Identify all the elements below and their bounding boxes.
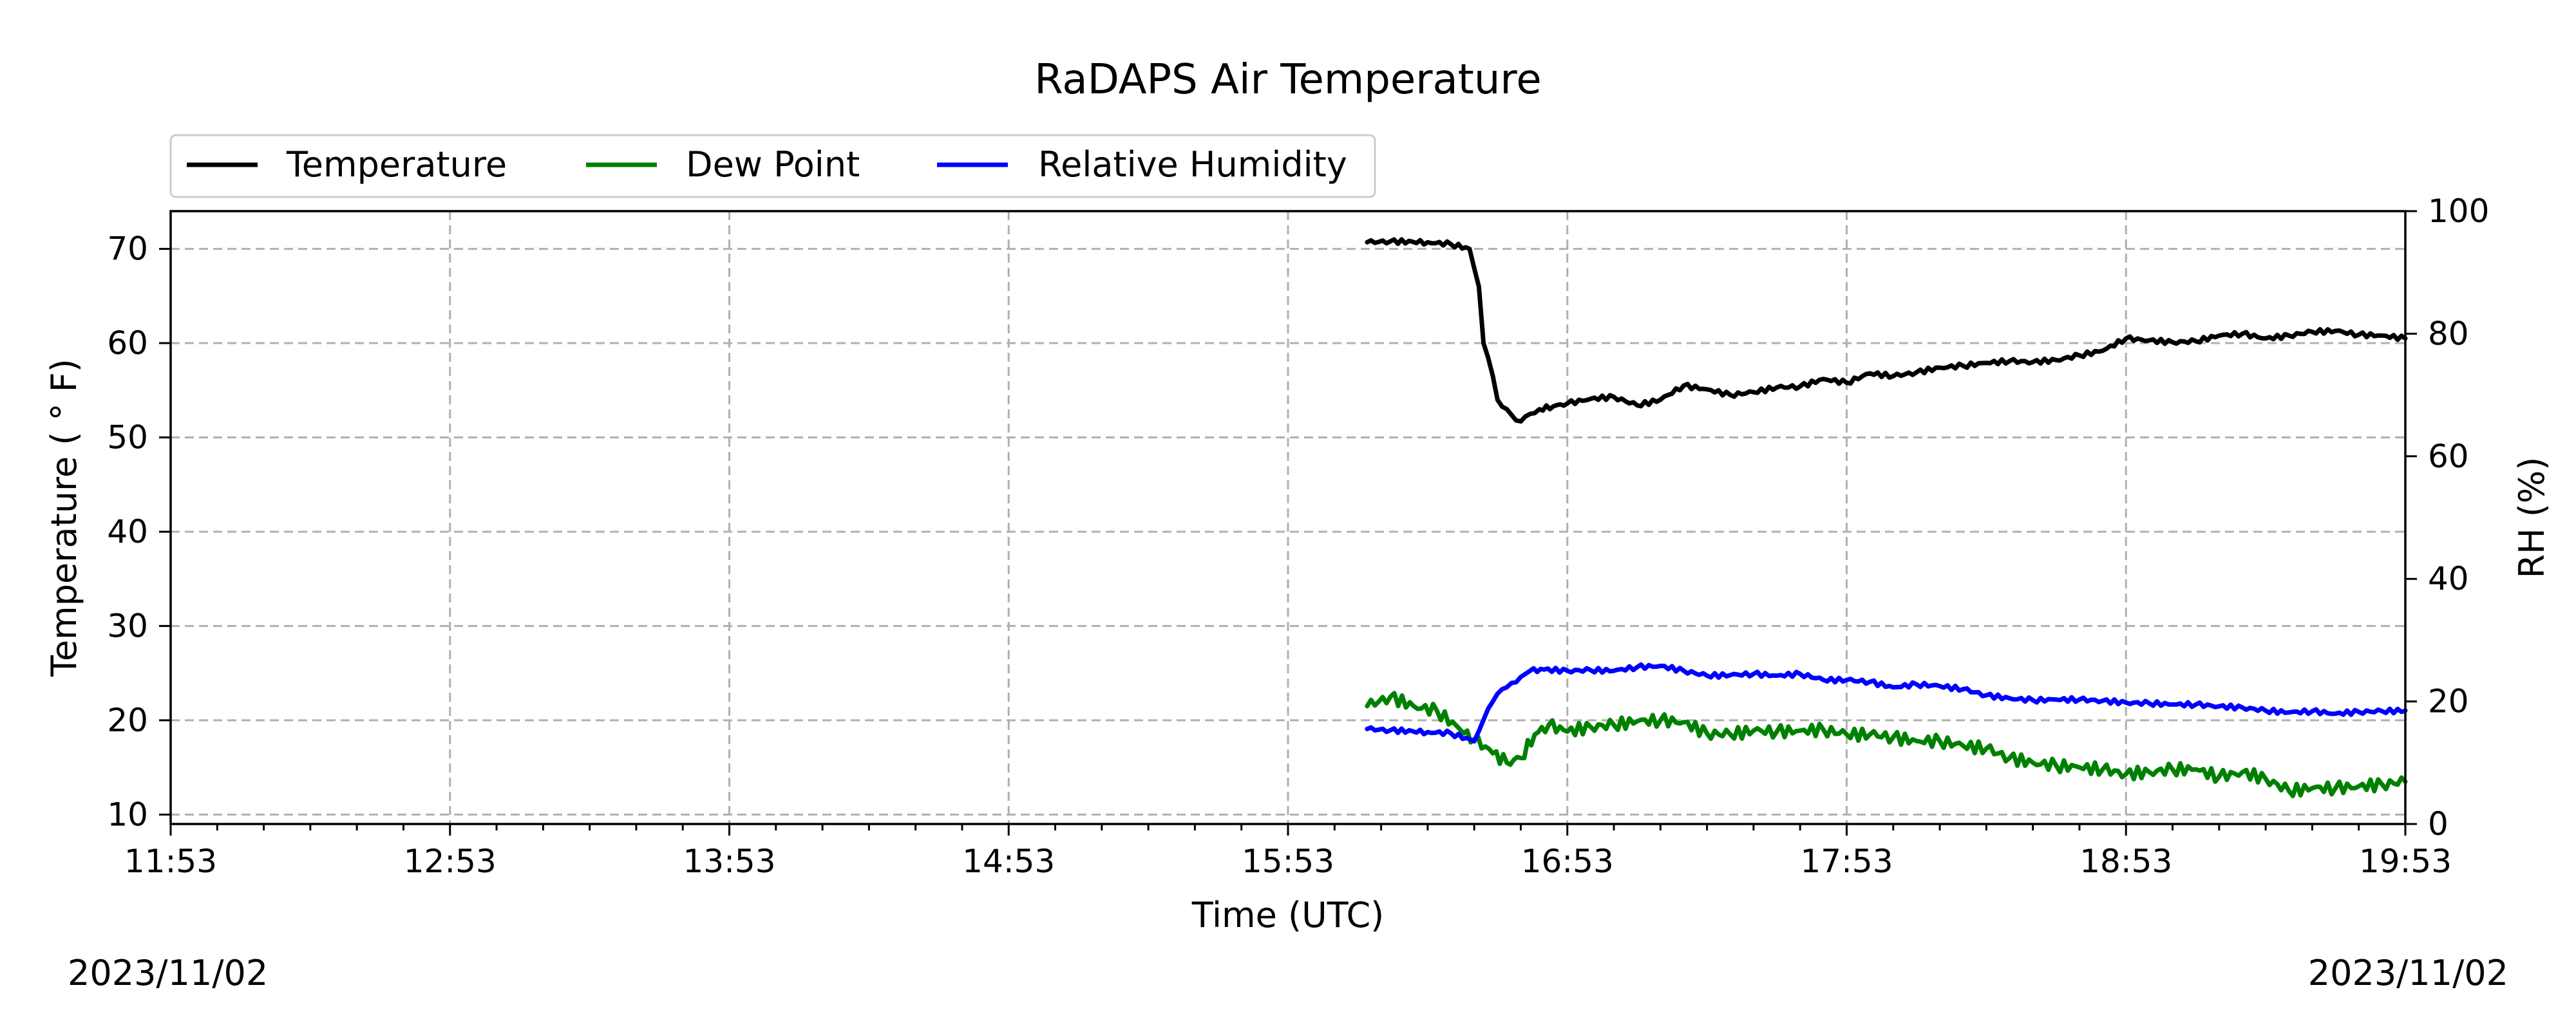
legend-box bbox=[169, 134, 1376, 198]
y2-tick-label: 0 bbox=[2428, 805, 2448, 843]
x-tick-label: 15:53 bbox=[1242, 843, 1334, 880]
legend: Temperature Dew Point Relative Humidity bbox=[169, 134, 1376, 198]
relative-humidity-line bbox=[1365, 662, 2408, 744]
dew-point-line bbox=[1365, 691, 2408, 798]
y2-axis-label: RH (%) bbox=[2512, 457, 2552, 579]
legend-label-relative-humidity: Relative Humidity bbox=[1038, 144, 1347, 185]
x-tick-label: 19:53 bbox=[2359, 843, 2452, 880]
y-tick-label: 60 bbox=[107, 324, 148, 362]
y-tick-label: 10 bbox=[107, 796, 148, 833]
x-axis-label: Time (UTC) bbox=[1191, 895, 1385, 935]
y2-tick-label: 20 bbox=[2428, 683, 2469, 720]
legend-label-dew-point: Dew Point bbox=[686, 144, 860, 185]
x-tick-label: 17:53 bbox=[1800, 843, 1893, 880]
y2-tick-label: 80 bbox=[2428, 315, 2469, 352]
grid-lines bbox=[171, 211, 2405, 824]
y2-tick-label: 100 bbox=[2428, 192, 2489, 230]
y2-tick-label: 40 bbox=[2428, 560, 2469, 597]
x-tick-label: 13:53 bbox=[683, 843, 775, 880]
y-tick-label: 30 bbox=[107, 607, 148, 644]
x-tick-label: 14:53 bbox=[962, 843, 1055, 880]
y-tick-label: 70 bbox=[107, 230, 148, 268]
date-left: 2023/11/02 bbox=[68, 953, 268, 993]
axis-ticks: 11:53 12:53 13:53 14:53 15:53 16:53 17:53 18:53… bbox=[107, 192, 2489, 880]
y-tick-label: 50 bbox=[107, 419, 148, 456]
temperature-line bbox=[1365, 237, 2408, 424]
y2-tick-label: 60 bbox=[2428, 438, 2469, 475]
chart-title: RaDAPS Air Temperature bbox=[1034, 56, 1541, 104]
y-tick-label: 40 bbox=[107, 513, 148, 550]
series-lines bbox=[1365, 237, 2408, 798]
y-tick-label: 20 bbox=[107, 702, 148, 739]
x-tick-label: 11:53 bbox=[124, 843, 217, 880]
y-axis-label: Temperature ( ° F) bbox=[44, 359, 84, 677]
legend-label-temperature: Temperature bbox=[286, 144, 507, 185]
x-tick-label: 12:53 bbox=[404, 843, 497, 880]
x-tick-label: 18:53 bbox=[2079, 843, 2172, 880]
date-right: 2023/11/02 bbox=[2308, 953, 2508, 993]
x-tick-label: 16:53 bbox=[1521, 843, 1614, 880]
